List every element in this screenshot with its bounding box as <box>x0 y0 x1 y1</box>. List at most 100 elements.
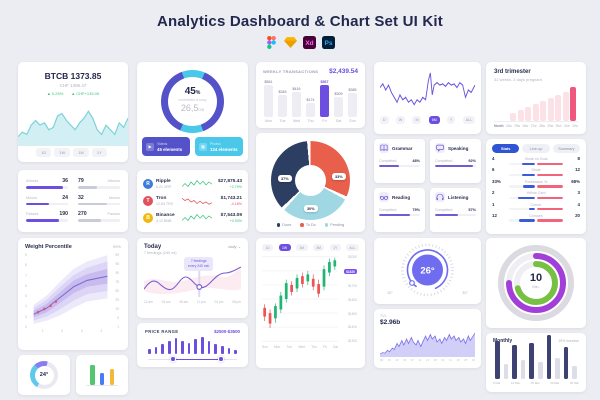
lesson-percent: 75% <box>412 208 420 212</box>
weekly-bar-group: $567 Fri <box>319 80 330 123</box>
btcb-range-pill[interactable]: 1M <box>73 148 89 157</box>
weight-y-label: 7 <box>25 273 27 278</box>
weekly-bar-value: $309 <box>334 92 343 96</box>
storage-percent: 45% <box>184 86 201 97</box>
weight-y-label: 6 <box>25 283 27 288</box>
videos-button[interactable]: ▶ Videos 45 elements <box>142 137 190 156</box>
candle-range-pill[interactable]: 1M <box>295 244 308 251</box>
today-x-axis: 12 am 04 am 08 am 12 pm 04 pm 08 pm <box>144 300 241 304</box>
monthly-secondary-bar <box>555 358 560 379</box>
headphones-icon <box>435 192 445 202</box>
mline-range-pill[interactable]: M <box>412 116 422 124</box>
match-stat-label: Corner <box>530 202 542 207</box>
btcb-change-absolute: ▲ CHF+135.05 <box>71 91 100 96</box>
ps-icon: Ps <box>322 36 335 49</box>
crypto-amount: 12.64 TRX <box>156 201 174 206</box>
match-stat-label: Yellow Card <box>526 191 546 196</box>
price-range-slider[interactable] <box>145 356 240 362</box>
weekly-bar-value: $567 <box>320 80 329 84</box>
crypto-value: $27,875.43 <box>217 178 242 184</box>
candle-range-pill[interactable]: ALL <box>345 244 359 251</box>
tab-summary[interactable]: Summary <box>552 144 580 153</box>
weight-y-label: 9 <box>25 253 27 257</box>
monthly-primary-bar <box>529 343 534 379</box>
weight-percentile-label: 5 <box>117 316 119 320</box>
trimester-card: 3rd trimester 32 weeks, 2 days pregnant … <box>486 62 586 134</box>
team-metric-label: Attacks <box>107 179 120 183</box>
match-stats-card: Stats Line-up Summary 4 Shots on Goal 8 6 Shot… <box>486 139 586 234</box>
photos-button[interactable]: ▦ Photos 124 elements <box>195 137 243 156</box>
storage-size: 26,5GB <box>180 103 205 113</box>
crypto-amount: 4.12 BNB <box>156 218 172 223</box>
btcb-card: BTCB 1373.85 CHF 1395.47 ▲ 0.25% ▲ CHF+1… <box>18 62 128 162</box>
match-right-value: 20 <box>575 212 580 218</box>
match-right-bar <box>537 196 563 200</box>
mline-range-pill[interactable]: Y <box>446 116 456 124</box>
trimester-week-label: 28w <box>539 124 545 128</box>
team-stats-card: Attacks 36 79 Attacks Moves 24 32 Moves Passes 19… <box>18 170 128 232</box>
minutes-radial-chart <box>498 245 574 321</box>
mline-range-pill[interactable]: 6M <box>428 116 440 124</box>
crypto-sparkline <box>182 213 212 222</box>
lesson-tile-grammar[interactable]: Grammar Completed 48% <box>374 139 425 183</box>
weekly-bar[interactable] <box>278 95 287 117</box>
candlestick-chart <box>262 256 338 342</box>
tvl-x-label: 28 <box>433 358 437 362</box>
weekly-bar[interactable] <box>264 85 273 117</box>
weekly-bar[interactable] <box>320 85 329 117</box>
candle-x-label: Wed <box>298 345 305 349</box>
weekly-bar[interactable] <box>334 97 343 117</box>
mline-range-pill[interactable]: ALL <box>462 116 475 124</box>
tab-stats[interactable]: Stats <box>492 144 520 153</box>
candle-x-label: Fri <box>323 345 327 349</box>
btcb-range-pill[interactable]: 1Y <box>91 148 107 157</box>
trimester-bar <box>570 87 576 121</box>
legend-label: Done <box>282 223 292 227</box>
slider-handle-max[interactable] <box>218 356 224 362</box>
weekly-title: WEEKLY TRANSACTIONS <box>263 69 319 74</box>
match-left-bar <box>528 208 535 211</box>
lesson-tile-listening[interactable]: Listening Completed 57% <box>430 188 481 232</box>
candle-range-pill[interactable]: 1D <box>262 244 274 251</box>
storage-button-count: 124 elements <box>210 146 238 152</box>
weekly-bar[interactable] <box>348 93 357 117</box>
thermostat-dial[interactable]: 26° <box>383 240 472 302</box>
candle-range-pill[interactable]: 1Y <box>329 244 341 251</box>
lesson-tile-speaking[interactable]: Speaking Completed 92% <box>430 139 481 183</box>
weekly-bar-group: $174 Thu <box>305 98 316 123</box>
weekly-bar[interactable] <box>292 92 301 117</box>
match-left-bar <box>522 185 535 188</box>
weekly-bars: $561 Mon $345 Tue $416 Wed $174 Thu $567 Fri $309 S… <box>263 79 358 123</box>
btcb-range-pill[interactable]: 1W <box>54 148 71 157</box>
team-left-value: 36 <box>62 178 68 184</box>
candle-range-pill[interactable]: 1W <box>278 244 291 251</box>
lesson-tile-reading[interactable]: Reading Completed 75% <box>374 188 425 232</box>
trimester-week-label: 26w <box>522 124 529 128</box>
match-rows: 4 Shots on Goal 8 6 Shots 12 33% Possession % 68… <box>492 156 580 222</box>
trimester-bar <box>540 101 546 121</box>
crypto-name: Ripple <box>156 178 171 184</box>
weekly-bar[interactable] <box>306 103 315 117</box>
period-dropdown[interactable]: daily ⌄ <box>228 244 241 249</box>
tvl-x-label: 07 <box>410 358 414 362</box>
market-line-card: D W M 6M Y ALL <box>374 62 481 134</box>
tab-line-up[interactable]: Line-up <box>522 144 550 153</box>
team-right-value: 270 <box>78 211 87 218</box>
mline-range-pill[interactable]: W <box>395 116 406 124</box>
slider-handle-min[interactable] <box>170 356 176 362</box>
trimester-bars <box>494 85 578 122</box>
mline-range-pill[interactable]: D <box>380 116 389 124</box>
tvl-card: TVL $2.96b 09 16 23 30 07 14 21 28 04 11 18 25 02 <box>374 309 481 368</box>
btcb-range-pill[interactable]: 1D <box>36 148 52 157</box>
price-range-bar <box>194 339 198 354</box>
trimester-subtitle: 32 weeks, 2 days pregnant <box>494 77 542 82</box>
crypto-row[interactable]: B Binance 4.12 BNB $7,543.09 +0.93% <box>143 209 242 226</box>
legend-dot <box>324 223 329 227</box>
match-stat-label: Crosses <box>529 213 543 218</box>
weekly-bar-group: $561 Mon <box>263 80 274 123</box>
candle-range-pill[interactable]: 3M <box>312 244 325 251</box>
crypto-row[interactable]: R Ripple 6.21 XRP $27,875.43 +2.79% <box>143 175 242 192</box>
monthly-title: Monthly <box>493 338 513 344</box>
match-left-bar <box>522 162 535 165</box>
crypto-row[interactable]: T Tron 12.64 TRX $1,743.21 -4.18% <box>143 192 242 209</box>
